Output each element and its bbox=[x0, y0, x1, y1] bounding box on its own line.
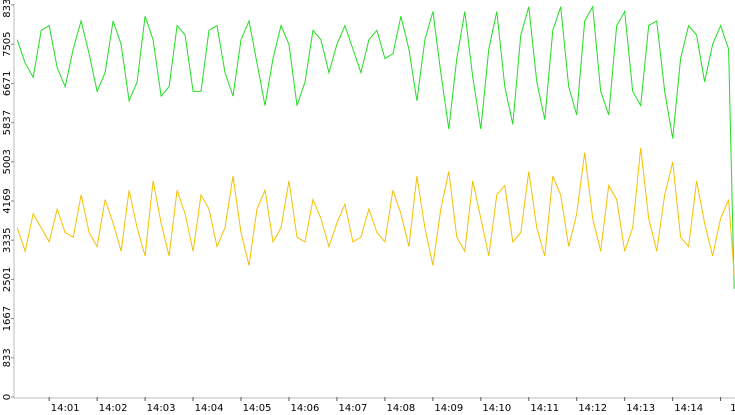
y-tick-label: 1667 bbox=[2, 306, 13, 331]
y-tick-label: 0 bbox=[2, 394, 13, 400]
y-tick-label: 5003 bbox=[2, 149, 13, 174]
y-tick-label: 6671 bbox=[2, 71, 13, 96]
x-tick-label: 14:14 bbox=[674, 403, 703, 414]
y-tick-label: 5837 bbox=[2, 110, 13, 135]
x-tick-label: 14:11 bbox=[530, 403, 559, 414]
x-tick-label: 14:04 bbox=[195, 403, 224, 414]
y-tick-label: 4169 bbox=[2, 188, 13, 213]
x-tick-label: 14:10 bbox=[482, 403, 511, 414]
y-tick-label: 7505 bbox=[2, 31, 13, 56]
series-line bbox=[16, 147, 735, 275]
x-tick-label: 14:01 bbox=[51, 403, 80, 414]
y-tick-label: 2501 bbox=[2, 267, 13, 292]
x-tick-label: 14:06 bbox=[291, 403, 320, 414]
y-tick-label: 833 bbox=[2, 348, 13, 367]
x-tick-label: 14:02 bbox=[99, 403, 128, 414]
x-tick-label: 14:12 bbox=[578, 403, 607, 414]
x-tick-label: 14 bbox=[730, 403, 735, 414]
series-line bbox=[16, 5, 735, 289]
x-tick-label: 14:03 bbox=[147, 403, 176, 414]
x-tick-label: 14:05 bbox=[243, 403, 272, 414]
x-tick-label: 14:09 bbox=[434, 403, 463, 414]
y-tick-label: 3335 bbox=[2, 228, 13, 253]
x-tick-label: 14:07 bbox=[339, 403, 368, 414]
y-tick-label: 8339 bbox=[2, 0, 13, 18]
x-tick-label: 14:08 bbox=[386, 403, 415, 414]
x-tick-label: 14:13 bbox=[626, 403, 655, 414]
